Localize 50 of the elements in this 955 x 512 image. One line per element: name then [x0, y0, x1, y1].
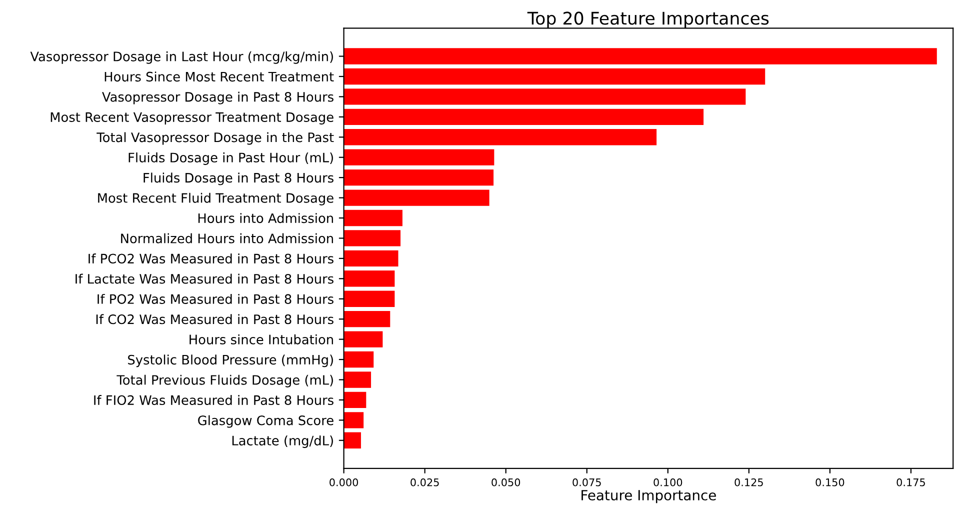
- x-tick-label: 0.025: [410, 478, 439, 486]
- y-tick-label: If FIO2 Was Measured in Past 8 Hours: [94, 395, 334, 406]
- y-tick-label: If PO2 Was Measured in Past 8 Hours: [98, 294, 334, 304]
- y-tick-label: If Lactate Was Measured in Past 8 Hours: [76, 274, 334, 284]
- y-tick-label: If PCO2 Was Measured in Past 8 Hours: [88, 254, 334, 264]
- bar: [344, 250, 398, 267]
- x-tick-label: 0.150: [816, 478, 844, 486]
- y-tick-label: Normalized Hours into Admission: [121, 233, 333, 244]
- x-tick-label: 0.050: [492, 478, 520, 486]
- bar: [344, 169, 494, 186]
- bar: [344, 290, 395, 307]
- x-tick-label: 0.000: [330, 478, 358, 486]
- bar: [344, 372, 372, 388]
- y-tick-label: Total Vasopressor Dosage in the Past: [96, 132, 334, 145]
- y-tick-label: Hours Since Most Recent Treatment: [104, 72, 334, 82]
- y-tick-label: Glasgow Coma Score: [198, 415, 334, 428]
- bar: [344, 331, 383, 348]
- bar: [344, 190, 490, 206]
- bar: [344, 68, 766, 85]
- y-tick-label: Hours into Admission: [198, 213, 333, 224]
- bar: [344, 230, 401, 246]
- bar: [344, 48, 937, 64]
- bar: [344, 270, 395, 287]
- bar: [344, 210, 402, 226]
- bar: [344, 108, 704, 125]
- x-tick-label: 0.175: [896, 478, 925, 486]
- y-tick-label: Hours since Intubation: [190, 334, 333, 344]
- y-tick-label: Fluids Dosage in Past 8 Hours: [144, 172, 334, 186]
- y-tick-label: Vasopressor Dosage in Last Hour (mcg/kg/min): [30, 51, 333, 64]
- bar: [344, 412, 364, 428]
- bar: [344, 129, 657, 146]
- x-tick-label: 0.125: [734, 478, 763, 486]
- bar: [344, 310, 390, 328]
- y-tick-label: Systolic Blood Pressure (mmHg): [128, 354, 333, 368]
- bar: [344, 88, 746, 105]
- y-tick-label: Vasopressor Dosage in Past 8 Hours: [102, 92, 334, 104]
- x-tick-label: 0.075: [572, 478, 601, 486]
- chart-title: Top 20 Feature Importances: [527, 12, 769, 28]
- y-tick-label: If CO2 Was Measured in Past 8 Hours: [96, 314, 334, 324]
- y-tick-label: Most Recent Fluid Treatment Dosage: [98, 192, 334, 206]
- y-tick-label: Total Previous Fluids Dosage (mL): [116, 374, 333, 388]
- bar: [344, 149, 494, 166]
- y-tick-label: Fluids Dosage in Past Hour (mL): [128, 152, 333, 165]
- x-tick-label: 0.100: [654, 478, 682, 486]
- bar: [344, 392, 366, 408]
- x-axis-title: Feature Importance: [582, 490, 716, 504]
- bar: [344, 432, 361, 448]
- y-tick-label: Lactate (mg/dL): [232, 435, 333, 448]
- y-tick-label: Most Recent Vasopressor Treatment Dosage: [50, 112, 334, 125]
- bar: [344, 351, 374, 368]
